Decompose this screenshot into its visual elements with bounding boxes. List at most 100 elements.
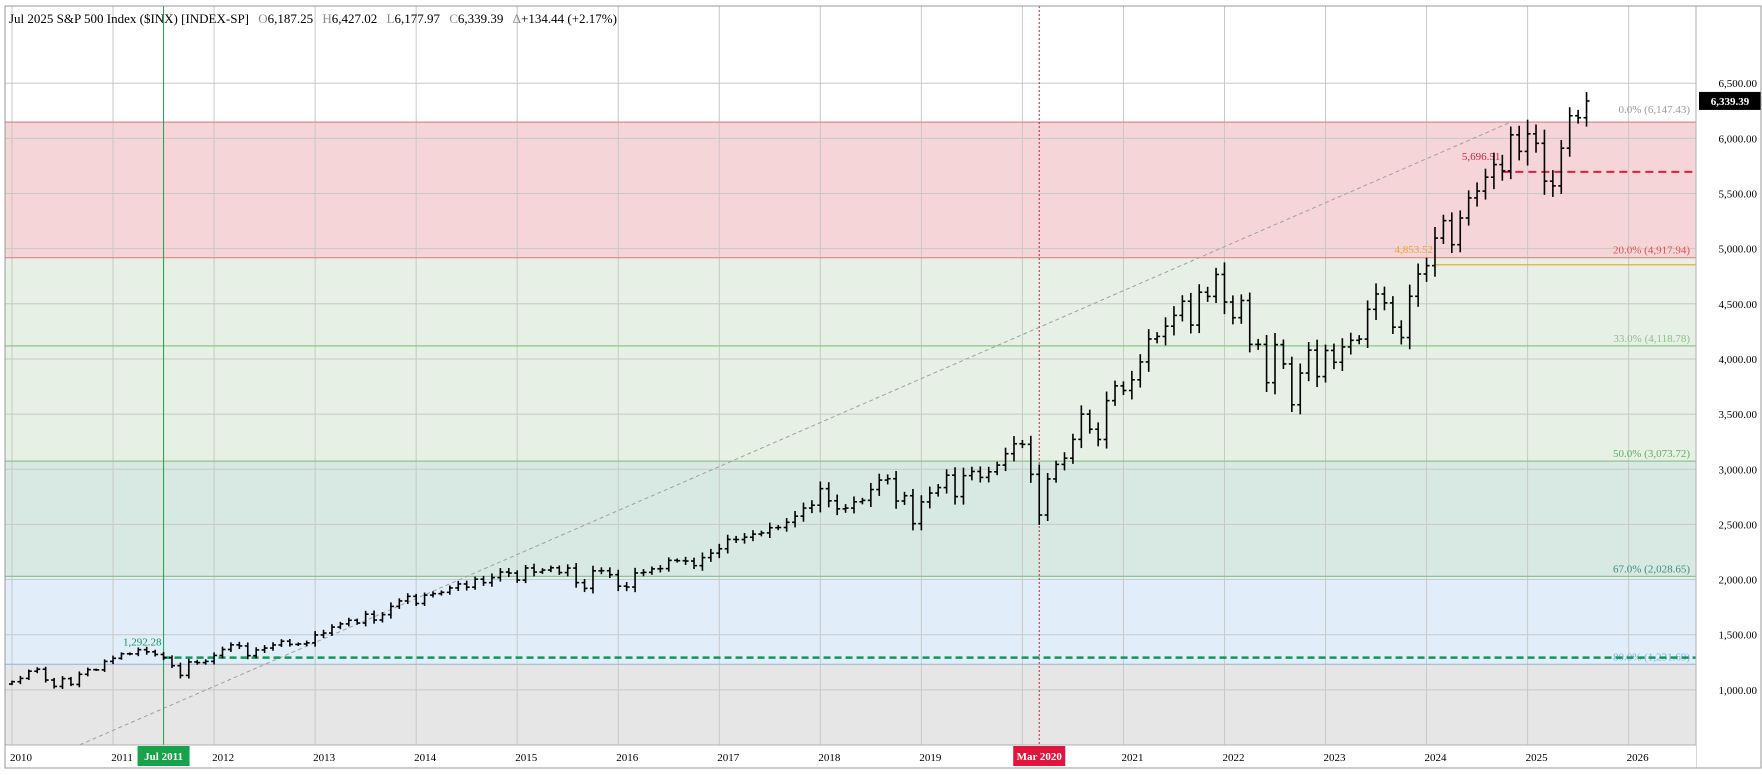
chart-header: Jul 2025 S&P 500 Index ($INX) [INDEX-SP]… bbox=[9, 11, 617, 26]
ohlc-bar bbox=[1196, 284, 1203, 334]
x-tick-label: 2026 bbox=[1627, 752, 1650, 764]
ohlc-bar bbox=[514, 570, 521, 583]
y-tick-label: 3,500.00 bbox=[1719, 409, 1758, 421]
y-tick-label: 3,000.00 bbox=[1719, 464, 1758, 476]
ohlc-bar bbox=[379, 612, 386, 623]
ohlc-bar bbox=[531, 563, 538, 577]
x-tick-label: 2021 bbox=[1121, 752, 1143, 764]
ohlc-bar bbox=[1516, 125, 1523, 161]
x-tick-label: 2015 bbox=[515, 752, 538, 764]
ohlc-bar bbox=[665, 557, 672, 572]
zone-below-80 bbox=[5, 664, 1696, 745]
fibonacci-levels: 0.0% (6,147.43) 20.0% (4,917.94) 33.0% (4,… bbox=[5, 104, 1696, 665]
ohlc-bar bbox=[202, 659, 209, 665]
y-tick-label: 5,000.00 bbox=[1719, 244, 1758, 256]
level-label: 4,853.52 bbox=[1394, 244, 1433, 256]
x-tick-label: 2018 bbox=[818, 752, 841, 764]
x-axis-panel bbox=[5, 745, 1696, 768]
ohlc-bar bbox=[724, 534, 731, 554]
ohlc-bar bbox=[522, 564, 529, 584]
ohlc-bar bbox=[1069, 433, 1076, 464]
header-change: +134.44 (+2.17%) bbox=[521, 11, 617, 26]
ohlc-bar bbox=[615, 569, 622, 592]
ohlc-bar bbox=[413, 593, 420, 606]
trendline-dashed bbox=[53, 121, 1511, 757]
header-open: 6,187.25 bbox=[268, 11, 314, 26]
ohlc-bar bbox=[842, 504, 849, 513]
ohlc-bar bbox=[1558, 140, 1565, 194]
x-tick-label: 2024 bbox=[1425, 752, 1448, 764]
x-axis-ticks: 2010 2011 2012 2013 2014 2015 2016 2017 2018 2019… bbox=[10, 752, 1649, 764]
ohlc-bar bbox=[1263, 335, 1270, 393]
x-tick-label: 2016 bbox=[616, 752, 639, 764]
ohlc-bar bbox=[9, 680, 15, 686]
ohlc-bar bbox=[985, 466, 992, 483]
ohlc-bar bbox=[126, 652, 133, 656]
ohlc-bar bbox=[1474, 182, 1481, 207]
fib-label: 20.0% (4,917.94) bbox=[1613, 245, 1690, 257]
ohlc-bar bbox=[177, 662, 184, 679]
ohlc-bar bbox=[960, 467, 967, 505]
ohlc-bar bbox=[362, 610, 369, 627]
ohlc-bar bbox=[1330, 343, 1337, 370]
ohlc-bar bbox=[421, 592, 428, 606]
ohlc-bar bbox=[404, 593, 411, 605]
ohlc-bar bbox=[345, 617, 352, 627]
ohlc-bar bbox=[884, 474, 891, 485]
ohlc-bar bbox=[1103, 391, 1110, 449]
ohlc-bar bbox=[1406, 284, 1413, 350]
fib-label: 33.0% (4,118.78) bbox=[1613, 333, 1690, 345]
ohlc-bar bbox=[1533, 124, 1540, 153]
ohlc-bar bbox=[674, 558, 681, 563]
x-tick-label: 2023 bbox=[1324, 752, 1347, 764]
y-tick-label: 4,000.00 bbox=[1719, 354, 1758, 366]
ohlc-bar bbox=[1549, 170, 1556, 197]
x-tick-label: 2012 bbox=[212, 752, 234, 764]
ohlc-bar bbox=[211, 652, 218, 665]
ohlc-bar bbox=[648, 566, 655, 575]
ohlc-bar bbox=[135, 647, 142, 657]
ohlc-bar bbox=[1255, 338, 1262, 350]
ohlc-bar bbox=[808, 500, 815, 514]
ohlc-bar bbox=[219, 646, 226, 659]
header-low-key: L bbox=[387, 11, 395, 26]
ohlc-bar bbox=[1507, 126, 1514, 180]
x-tick-label: 2025 bbox=[1526, 752, 1549, 764]
ohlc-bar bbox=[935, 484, 942, 497]
y-tick-label: 2,000.00 bbox=[1719, 575, 1758, 587]
ohlc-bar bbox=[1229, 295, 1236, 325]
x-tick-label: 2019 bbox=[919, 752, 942, 764]
ohlc-bar bbox=[93, 668, 100, 671]
ohlc-bar bbox=[606, 567, 613, 579]
ohlc-bar bbox=[598, 567, 605, 575]
ohlc-bar bbox=[918, 495, 925, 531]
ohlc-bar bbox=[901, 491, 908, 505]
ohlc-bar bbox=[312, 631, 319, 647]
zone-20-33 bbox=[5, 257, 1696, 346]
ohlc-bar bbox=[1339, 338, 1346, 371]
ohlc-bar bbox=[1086, 409, 1093, 434]
x-tick-label: 2010 bbox=[10, 752, 33, 764]
ohlc-bar bbox=[564, 564, 571, 577]
ohlc-bar bbox=[1415, 263, 1422, 307]
ohlc-bar bbox=[67, 676, 74, 687]
ohlc-bar bbox=[1128, 370, 1135, 400]
ohlc-bar bbox=[834, 494, 841, 516]
ohlc-bar bbox=[303, 640, 310, 647]
ohlc-bar bbox=[573, 562, 580, 588]
header-low: 6,177.97 bbox=[395, 11, 441, 26]
fib-label: 67.0% (2,028.65) bbox=[1613, 563, 1690, 575]
ohlc-bar bbox=[851, 496, 857, 514]
ohlc-bar bbox=[371, 610, 378, 624]
ohlc-bar bbox=[488, 573, 495, 587]
ohlc-bar bbox=[792, 511, 799, 528]
ohlc-bar bbox=[1221, 262, 1228, 315]
ohlc-bar bbox=[34, 667, 41, 674]
fib-label: 50.0% (3,073.72) bbox=[1613, 448, 1690, 460]
ohlc-bar bbox=[497, 568, 504, 582]
y-tick-label: 5,500.00 bbox=[1719, 189, 1758, 201]
ohlc-bar bbox=[354, 618, 361, 625]
ohlc-bar bbox=[261, 644, 268, 653]
ohlc-bar bbox=[337, 621, 344, 630]
